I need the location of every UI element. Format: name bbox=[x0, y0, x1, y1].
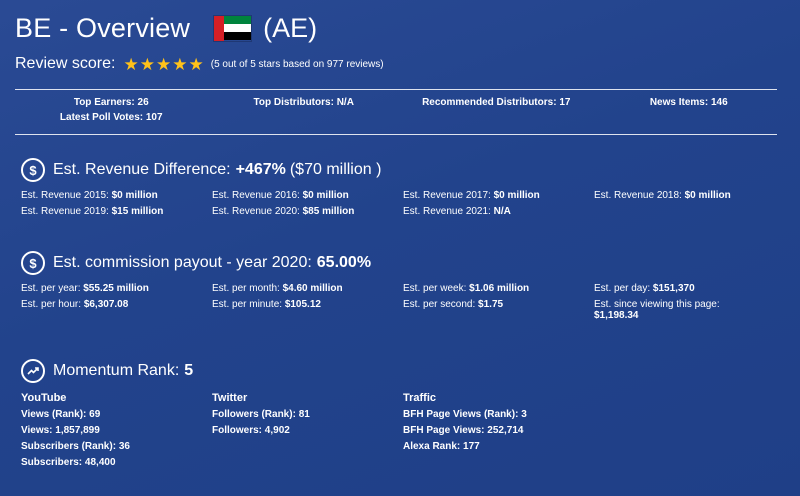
revenue-item: Est. Revenue 2021: N/A bbox=[403, 206, 511, 217]
title-row: BE - Overview (AE) bbox=[15, 8, 785, 48]
revenue-difference-amount: ($70 million ) bbox=[289, 161, 382, 178]
review-label: Review score: bbox=[15, 55, 116, 72]
column-heading: YouTube bbox=[21, 392, 67, 404]
youtube-column: YouTube Views (Rank): 69 Views: 1,857,89… bbox=[21, 392, 212, 473]
list-item: Alexa Rank: 177 bbox=[403, 441, 480, 452]
revenue-item: Est. Revenue 2017: $0 million bbox=[403, 190, 540, 201]
momentum-section: Momentum Rank: 5 YouTube Views (Rank): 6… bbox=[21, 357, 787, 473]
commission-item: Est. per second: $1.75 bbox=[403, 299, 504, 310]
column-heading: Traffic bbox=[403, 392, 437, 404]
stats-bar: Top Earners: 26 Top Distributors: N/A Re… bbox=[15, 90, 785, 123]
commission-item: Est. per week: $1.06 million bbox=[403, 283, 530, 294]
list-item: Followers (Rank): 81 bbox=[212, 409, 310, 420]
revenue-item: Est. Revenue 2018: $0 million bbox=[594, 190, 731, 201]
commission-item: Est. since viewing this page: $1,198.34 bbox=[594, 299, 720, 321]
stat-recommended-distributors[interactable]: Recommended Distributors: 17 bbox=[422, 97, 571, 108]
momentum-rank: 5 bbox=[184, 362, 194, 379]
commission-header: $ Est. commission payout - year 2020: 65… bbox=[21, 249, 787, 277]
dollar-icon: $ bbox=[21, 158, 45, 182]
commission-grid: Est. per year: $55.25 million Est. per m… bbox=[21, 283, 787, 321]
commission-item: Est. per year: $55.25 million bbox=[21, 283, 149, 294]
star-icon: ★ bbox=[188, 54, 204, 74]
commission-item: Est. per minute: $105.12 bbox=[212, 299, 321, 310]
star-icon: ★ bbox=[123, 54, 139, 74]
revenue-difference: +467% bbox=[235, 161, 286, 178]
list-item: BFH Page Views (Rank): 3 bbox=[403, 409, 527, 420]
divider bbox=[15, 89, 777, 90]
column-heading: Twitter bbox=[212, 392, 248, 404]
star-icon: ★ bbox=[172, 54, 188, 74]
list-item: Views: 1,857,899 bbox=[21, 425, 100, 436]
star-icon: ★ bbox=[155, 54, 172, 74]
commission-section: $ Est. commission payout - year 2020: 65… bbox=[21, 249, 787, 321]
revenue-grid: Est. Revenue 2015: $0 million Est. Reven… bbox=[21, 190, 787, 217]
review-note: (5 out of 5 stars based on 977 reviews) bbox=[210, 58, 384, 70]
list-item: Subscribers (Rank): 36 bbox=[21, 441, 130, 452]
review-score: Review score: ★ ★ ★ ★ ★ (5 out of 5 star… bbox=[15, 52, 785, 76]
list-item: Views (Rank): 69 bbox=[21, 409, 101, 420]
revenue-item: Est. Revenue 2020: $85 million bbox=[212, 206, 355, 217]
revenue-header: $ Est. Revenue Difference: +467% ($70 mi… bbox=[21, 156, 787, 184]
revenue-item: Est. Revenue 2016: $0 million bbox=[212, 190, 349, 201]
momentum-title: Momentum Rank: bbox=[53, 362, 180, 379]
momentum-columns: YouTube Views (Rank): 69 Views: 1,857,89… bbox=[21, 392, 787, 473]
overview-page: BE - Overview (AE) Review score: ★ ★ ★ ★… bbox=[15, 8, 785, 135]
list-item: Followers: 4,902 bbox=[212, 425, 290, 436]
stat-latest-poll-votes[interactable]: Latest Poll Votes: 107 bbox=[59, 112, 163, 123]
revenue-section: $ Est. Revenue Difference: +467% ($70 mi… bbox=[21, 156, 787, 217]
star-icon: ★ bbox=[139, 54, 155, 74]
trending-up-icon bbox=[21, 359, 45, 383]
momentum-header: Momentum Rank: 5 bbox=[21, 357, 787, 385]
commission-rate: 65.00% bbox=[316, 254, 372, 271]
uae-flag-icon bbox=[214, 15, 252, 41]
traffic-column: Traffic BFH Page Views (Rank): 3 BFH Pag… bbox=[403, 392, 594, 473]
divider bbox=[15, 134, 777, 135]
revenue-title: Est. Revenue Difference: bbox=[53, 161, 231, 178]
stat-top-distributors[interactable]: Top Distributors: N/A bbox=[253, 97, 354, 108]
page-title: BE - Overview bbox=[15, 12, 191, 43]
stat-news-items[interactable]: News Items: 146 bbox=[649, 97, 728, 108]
list-item: BFH Page Views: 252,714 bbox=[403, 425, 524, 436]
revenue-item: Est. Revenue 2015: $0 million bbox=[21, 190, 158, 201]
commission-item: Est. per day: $151,370 bbox=[594, 283, 695, 294]
star-rating: ★ ★ ★ ★ ★ bbox=[123, 56, 204, 73]
stat-top-earners[interactable]: Top Earners: 26 bbox=[73, 97, 149, 108]
dollar-icon: $ bbox=[21, 251, 45, 275]
country-code: (AE) bbox=[263, 12, 318, 43]
commission-item: Est. per month: $4.60 million bbox=[212, 283, 343, 294]
list-item: Subscribers: 48,400 bbox=[21, 457, 116, 468]
revenue-item: Est. Revenue 2019: $15 million bbox=[21, 206, 164, 217]
commission-title: Est. commission payout - year 2020: bbox=[53, 254, 312, 271]
twitter-column: Twitter Followers (Rank): 81 Followers: … bbox=[212, 392, 403, 473]
commission-item: Est. per hour: $6,307.08 bbox=[21, 299, 129, 310]
